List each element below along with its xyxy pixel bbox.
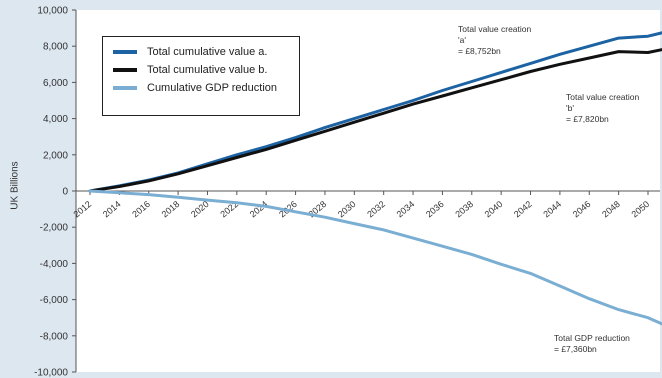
- legend-swatch-gdp: [113, 86, 137, 90]
- legend-label-b: Total cumulative value b.: [147, 64, 268, 76]
- legend-swatch-a: [113, 50, 137, 54]
- annotation-gdp-line1: Total GDP reduction: [554, 333, 630, 343]
- y-tick-label: 10,000: [37, 6, 68, 17]
- y-axis-label: UK Billions: [9, 161, 21, 210]
- y-tick-label: 6,000: [43, 78, 68, 89]
- annotation-b-line2: 'b': [566, 103, 574, 113]
- annotation-a-line1: Total value creation: [458, 24, 532, 34]
- annotation-value-a: Total value creation 'a' = £8,752bn: [458, 24, 531, 57]
- y-tick-label: -10,000: [34, 368, 68, 378]
- legend-label-a: Total cumulative value a.: [147, 46, 268, 58]
- legend-item-gdp: Cumulative GDP reduction: [113, 79, 291, 97]
- series-line-value-b: [88, 48, 662, 193]
- y-tick-label: 2,000: [43, 150, 68, 161]
- y-tick-label: 4,000: [43, 114, 68, 125]
- y-tick-label: 8,000: [43, 42, 68, 53]
- annotation-b-line1: Total value creation: [566, 92, 640, 102]
- annotation-a-line2: 'a': [458, 35, 466, 45]
- legend: Total cumulative value a. Total cumulati…: [102, 36, 300, 116]
- annotation-gdp: Total GDP reduction = £7,360bn: [554, 333, 630, 355]
- legend-item-b: Total cumulative value b.: [113, 61, 291, 79]
- annotation-a-line3: = £8,752bn: [458, 46, 501, 56]
- annotation-value-b: Total value creation 'b' = £7,820bn: [566, 92, 639, 125]
- y-tick-label: 0: [62, 187, 68, 198]
- y-tick-label: -8,000: [40, 331, 69, 342]
- annotation-b-line3: = £7,820bn: [566, 114, 609, 124]
- annotation-gdp-line2: = £7,360bn: [554, 344, 597, 354]
- legend-label-gdp: Cumulative GDP reduction: [147, 82, 278, 94]
- legend-swatch-b: [113, 68, 137, 72]
- legend-item-a: Total cumulative value a.: [113, 43, 291, 61]
- y-tick-label: -4,000: [40, 259, 69, 270]
- y-tick-label: -2,000: [40, 223, 69, 234]
- series-line-gdp-reduction: [88, 189, 662, 326]
- y-tick-label: -6,000: [40, 295, 69, 306]
